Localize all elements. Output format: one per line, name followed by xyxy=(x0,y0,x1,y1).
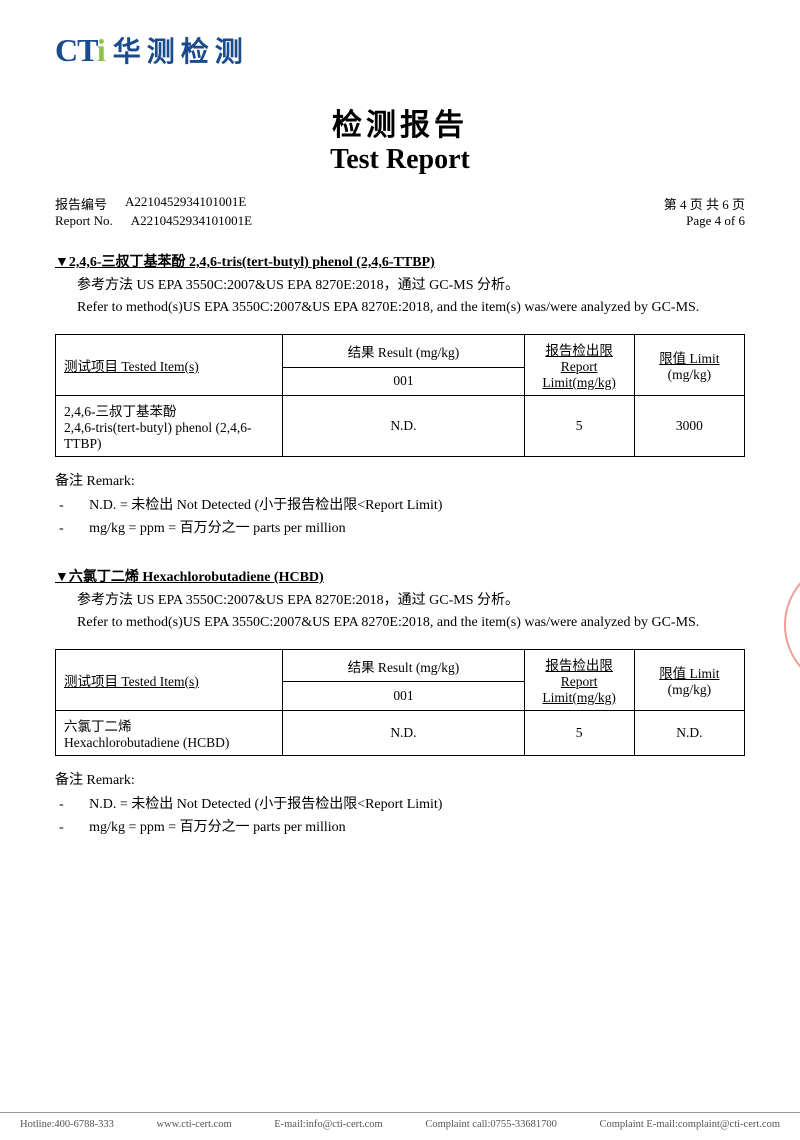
remark1-l1: N.D. = 未检出 Not Detected (小于报告检出限<Report … xyxy=(67,495,442,517)
section2-heading: ▼六氯丁二烯 Hexachlorobutadiene (HCBD) xyxy=(55,566,745,586)
page-cn: 第 4 页 共 6 页 xyxy=(664,194,745,213)
t2-row-result: N.D. xyxy=(283,710,524,755)
section2-method-en: Refer to method(s)US EPA 3550C:2007&US E… xyxy=(77,612,745,634)
t1-row-limit: 3000 xyxy=(634,395,744,456)
t2-h-item: 测试项目 Tested Item(s) xyxy=(64,674,199,689)
footer-email: E-mail:info@cti-cert.com xyxy=(274,1119,383,1130)
remark2-l2: mg/kg = ppm = 百万分之一 parts per million xyxy=(67,817,346,839)
t1-h-item: 测试项目 Tested Item(s) xyxy=(64,359,199,374)
footer-complaint-call: Complaint call:0755-33681700 xyxy=(425,1119,557,1130)
t2-h-result: 结果 Result (mg/kg) xyxy=(283,649,524,682)
title-en: Test Report xyxy=(55,144,745,176)
report-title: 检测报告 Test Report xyxy=(55,100,745,176)
footer-complaint-email: Complaint E-mail:complaint@cti-cert.com xyxy=(599,1119,780,1130)
t1-row-result: N.D. xyxy=(283,395,524,456)
t2-row-limit: N.D. xyxy=(634,710,744,755)
remark-title2: 备注 Remark: xyxy=(55,770,745,792)
footer: Hotline:400-6788-333 www.cti-cert.com E-… xyxy=(0,1112,800,1130)
logo-cti: CTi xyxy=(55,32,105,69)
section1-heading: ▼2,4,6-三叔丁基苯酚 2,4,6-tris(tert-butyl) phe… xyxy=(55,251,745,271)
report-no-cn: A2210452934101001E xyxy=(125,194,246,213)
t1-h-limit2: (mg/kg) xyxy=(668,367,712,382)
t1-h-result: 结果 Result (mg/kg) xyxy=(283,334,524,367)
remark-title1: 备注 Remark: xyxy=(55,471,745,493)
section1-table: 测试项目 Tested Item(s) 结果 Result (mg/kg) 报告… xyxy=(55,334,745,457)
t2-h-sub: 001 xyxy=(283,682,524,710)
logo-cti-dot: i xyxy=(97,32,105,68)
t2-row-report: 5 xyxy=(524,710,634,755)
t1-row-item: 2,4,6-三叔丁基苯酚 2,4,6-tris(tert-butyl) phen… xyxy=(56,395,283,456)
page-en: Page 4 of 6 xyxy=(664,213,745,229)
remark2-l1: N.D. = 未检出 Not Detected (小于报告检出限<Report … xyxy=(67,794,442,816)
t1-h-report2: Report Limit(mg/kg) xyxy=(542,359,616,390)
logo-cti-text: CT xyxy=(55,32,97,68)
section2-table: 测试项目 Tested Item(s) 结果 Result (mg/kg) 报告… xyxy=(55,649,745,756)
section2-remark: 备注 Remark: N.D. = 未检出 Not Detected (小于报告… xyxy=(55,770,745,839)
t2-h-limit2: (mg/kg) xyxy=(668,682,712,697)
section1-remark: 备注 Remark: N.D. = 未检出 Not Detected (小于报告… xyxy=(55,471,745,540)
section1-method-en: Refer to method(s)US EPA 3550C:2007&US E… xyxy=(77,297,745,319)
t1-h-limit1: 限值 Limit xyxy=(659,351,719,366)
t1-row-report: 5 xyxy=(524,395,634,456)
remark1-l2: mg/kg = ppm = 百万分之一 parts per million xyxy=(67,518,346,540)
report-no-label-cn: 报告编号 xyxy=(55,194,107,213)
t2-row-item: 六氯丁二烯 Hexachlorobutadiene (HCBD) xyxy=(56,710,283,755)
report-meta: 报告编号 A2210452934101001E Report No. A221045… xyxy=(55,194,745,229)
t2-h-report1: 报告检出限 xyxy=(545,658,613,673)
t1-h-report1: 报告检出限 xyxy=(545,343,613,358)
report-no-en: A2210452934101001E xyxy=(131,213,252,229)
section1-method: 参考方法 US EPA 3550C:2007&US EPA 8270E:2018… xyxy=(55,275,745,320)
footer-www: www.cti-cert.com xyxy=(157,1119,232,1130)
section2-method-cn: 参考方法 US EPA 3550C:2007&US EPA 8270E:2018… xyxy=(77,590,745,612)
t2-h-limit1: 限值 Limit xyxy=(659,666,719,681)
t1-h-sub: 001 xyxy=(283,367,524,395)
footer-hotline: Hotline:400-6788-333 xyxy=(20,1119,114,1130)
t2-h-report2: Report Limit(mg/kg) xyxy=(542,674,616,705)
logo-cn-text: 华测检测 xyxy=(113,30,249,70)
logo: CTi 华测检测 xyxy=(55,30,745,70)
title-cn: 检测报告 xyxy=(55,100,745,144)
section1-method-cn: 参考方法 US EPA 3550C:2007&US EPA 8270E:2018… xyxy=(77,275,745,297)
section2-method: 参考方法 US EPA 3550C:2007&US EPA 8270E:2018… xyxy=(55,590,745,635)
report-no-label-en: Report No. xyxy=(55,213,113,229)
